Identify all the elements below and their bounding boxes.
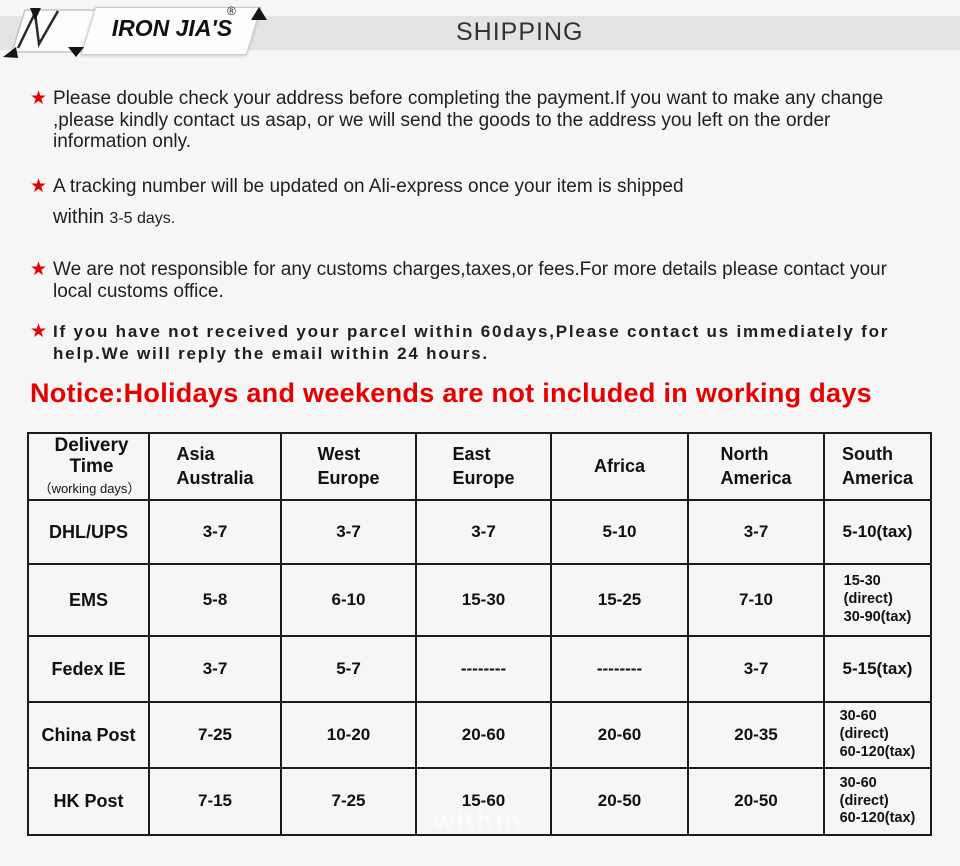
star-icon: ★ bbox=[30, 176, 48, 197]
header-asia-australia: Asia Australia bbox=[148, 432, 282, 501]
value-cell: 30-60 (direct) 60-120(tax) bbox=[839, 708, 916, 760]
value-cell: 5-15(tax) bbox=[842, 658, 913, 678]
value-cell: 7-25 bbox=[197, 724, 233, 744]
carrier-cell: HK Post bbox=[27, 767, 150, 836]
value-cell: 5-10(tax) bbox=[842, 521, 913, 541]
value-cell: 3-7 bbox=[743, 658, 769, 678]
table-row-fedex-ie: Fedex IE 3-7 5-7 -------- -------- 3-7 5… bbox=[27, 635, 932, 703]
note-text: Please double check your address before … bbox=[53, 88, 884, 152]
triangle-accent-bottom-icon bbox=[68, 47, 84, 57]
section-title: SHIPPING bbox=[456, 18, 584, 46]
value-cell: 20-35 bbox=[734, 724, 778, 744]
value-cell: 20-50 bbox=[597, 791, 642, 811]
value-cell: 5-8 bbox=[202, 589, 228, 609]
value-cell: 6-10 bbox=[331, 589, 366, 609]
note-text-within: within bbox=[53, 205, 105, 228]
value-cell: 20-60 bbox=[597, 724, 642, 744]
value-cell: 15-30 (direct) 30-90(tax) bbox=[843, 573, 912, 625]
value-cell: 7-10 bbox=[738, 589, 774, 609]
header-east-europe: East Europe bbox=[415, 432, 552, 501]
value-cell: 3-7 bbox=[202, 521, 228, 541]
carrier-cell: EMS bbox=[27, 563, 150, 637]
table-row-hk-post: HK Post 7-15 7-25 15-60 20-50 20-50 30-6… bbox=[27, 767, 932, 836]
value-cell: -------- bbox=[460, 658, 507, 678]
carrier-cell: DHL/UPS bbox=[27, 499, 150, 565]
value-cell: 5-10 bbox=[602, 521, 637, 541]
triangle-accent-top-icon bbox=[251, 7, 267, 20]
value-cell: 15-25 bbox=[597, 589, 642, 609]
star-icon: ★ bbox=[30, 88, 48, 109]
header-delivery-time-title: Delivery Time bbox=[54, 435, 129, 477]
value-cell: 10-20 bbox=[326, 724, 371, 744]
table-row-ems: EMS 5-8 6-10 15-30 15-25 7-10 15-30 (dir… bbox=[27, 563, 932, 637]
value-cell: 20-60 bbox=[461, 724, 506, 744]
table-row-china-post: China Post 7-25 10-20 20-60 20-60 20-35 … bbox=[27, 701, 932, 769]
holiday-notice: Notice:Holidays and weekends are not inc… bbox=[30, 378, 872, 408]
note-text: If you have not received your parcel wit… bbox=[53, 322, 890, 363]
value-cell: 3-7 bbox=[336, 521, 361, 541]
header-delivery-time: Delivery Time （working days） bbox=[27, 432, 150, 501]
header-south-america: South America bbox=[823, 432, 932, 501]
value-cell: 3-7 bbox=[202, 658, 228, 678]
header-working-days: （working days） bbox=[38, 480, 141, 496]
note-text-days: 3-5 days. bbox=[109, 209, 176, 227]
star-icon: ★ bbox=[30, 259, 48, 280]
note-text: We are not responsible for any customs c… bbox=[53, 259, 887, 302]
value-cell: 7-25 bbox=[331, 791, 366, 811]
header-africa: Africa bbox=[550, 432, 689, 501]
header-north-america: North America bbox=[687, 432, 825, 501]
value-cell: 7-15 bbox=[197, 791, 233, 811]
brand-logo: IRON JIA'S bbox=[111, 15, 233, 41]
watermark-text: within bbox=[433, 806, 523, 836]
star-icon: ★ bbox=[30, 321, 48, 342]
note-customs-charges: ★ We are not responsible for any customs… bbox=[30, 259, 912, 302]
carrier-cell: China Post bbox=[27, 701, 150, 769]
delivery-time-table: Delivery Time （working days） Asia Austra… bbox=[27, 432, 932, 836]
value-cell: 20-50 bbox=[734, 791, 778, 811]
header-west-europe: West Europe bbox=[280, 432, 417, 501]
note-parcel-not-received: ★ If you have not received your parcel w… bbox=[30, 321, 935, 364]
note-tracking-number: ★ A tracking number will be updated on A… bbox=[30, 176, 908, 229]
value-cell: 5-7 bbox=[336, 658, 361, 678]
note-address-check: ★ Please double check your address befor… bbox=[30, 88, 908, 153]
table-header-row: Delivery Time （working days） Asia Austra… bbox=[27, 432, 932, 501]
value-cell: 3-7 bbox=[743, 521, 769, 541]
value-cell: -------- bbox=[596, 658, 643, 678]
carrier-cell: Fedex IE bbox=[27, 635, 150, 703]
registered-trademark-icon: ® bbox=[227, 4, 236, 18]
value-cell: 30-60 (direct) 60-120(tax) bbox=[839, 774, 916, 827]
value-cell: 3-7 bbox=[471, 521, 496, 541]
table-row-dhl-ups: DHL/UPS 3-7 3-7 3-7 5-10 3-7 5-10(tax) bbox=[27, 499, 932, 565]
note-text-second-line: within 3-5 days. bbox=[53, 205, 908, 230]
note-text: A tracking number will be updated on Ali… bbox=[53, 176, 908, 229]
note-text-main: A tracking number will be updated on Ali… bbox=[53, 176, 684, 197]
value-cell: 15-60 bbox=[461, 791, 506, 811]
value-cell: 15-30 bbox=[461, 589, 506, 609]
